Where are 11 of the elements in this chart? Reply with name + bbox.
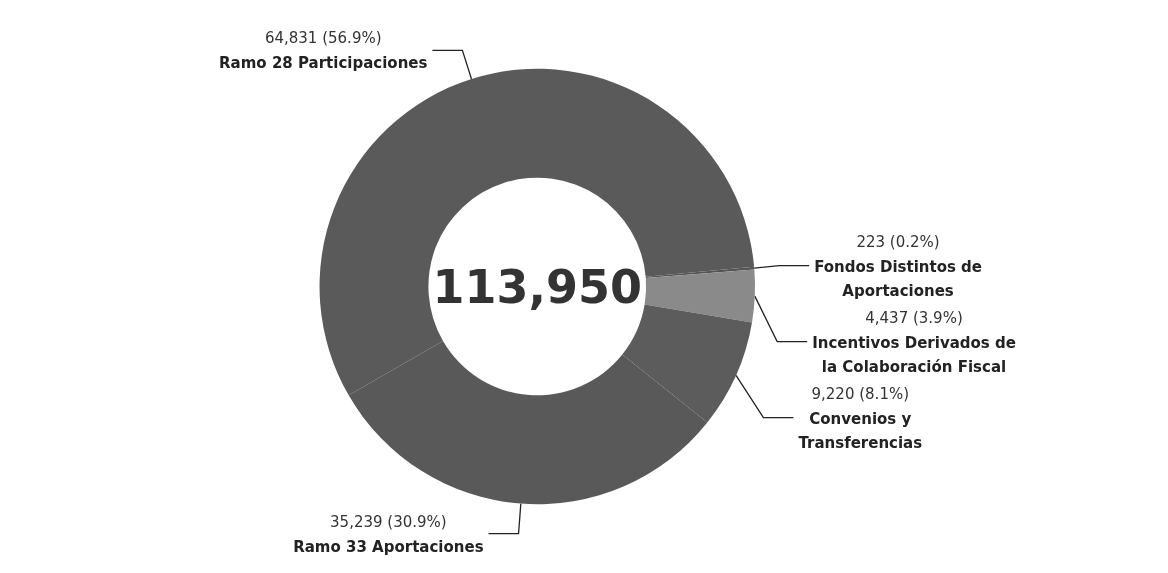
data-label: 35,239 (30.9%): [330, 512, 447, 531]
text: 113,950: [432, 259, 643, 314]
data-label: 4,437 (3.9%): [865, 308, 963, 327]
slice-label: Ramo 33 Aportaciones: [293, 537, 484, 556]
slice-label: Incentivos Derivados de la Colaboración Fiscal: [812, 333, 1016, 376]
slice-label: Convenios y Transferencias: [798, 409, 923, 452]
slice-label: Ramo 28 Participaciones: [219, 54, 428, 73]
data-label: 64,831 (56.9%): [264, 29, 382, 48]
data-label: 9,220 (8.1%): [811, 384, 910, 403]
slice-label: Fondos Distintos de Aportaciones: [814, 257, 983, 300]
data-label: 223 (0.2%): [856, 232, 940, 251]
